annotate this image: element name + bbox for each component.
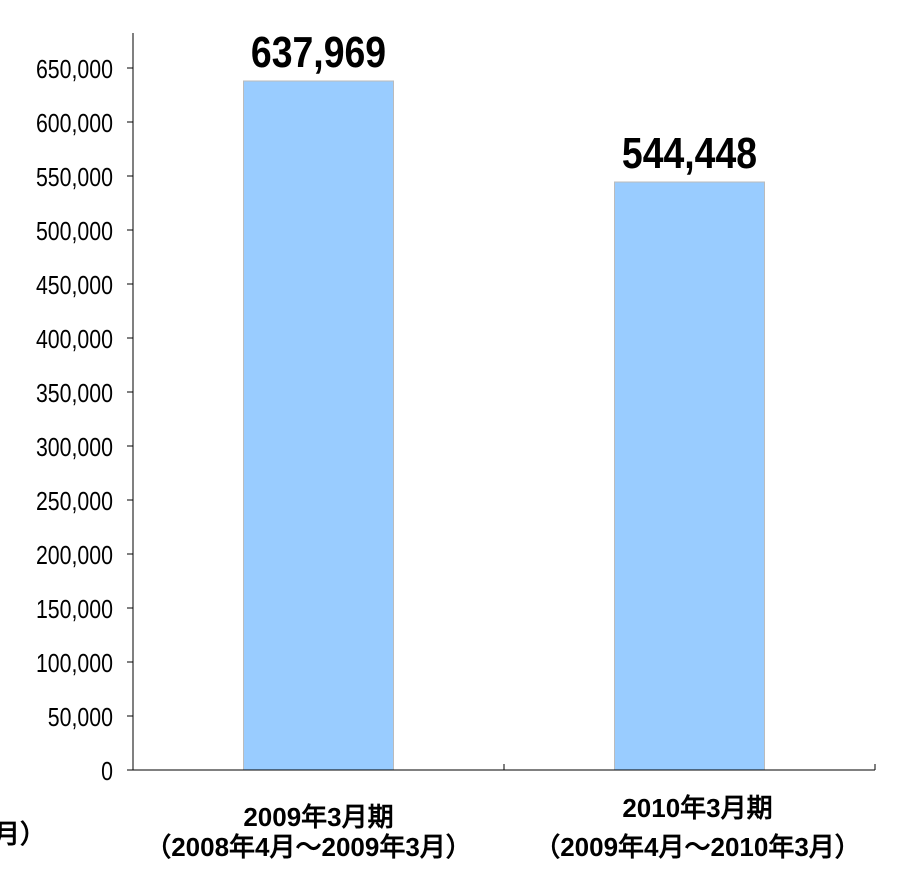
y-tick-label: 600,000 <box>36 109 113 139</box>
y-tick-label: 200,000 <box>36 541 113 571</box>
clipped-category-fragment: 月） <box>0 819 46 849</box>
bar-1 <box>243 80 394 771</box>
y-tick-label: 50,000 <box>48 703 113 733</box>
y-tick-label: 550,000 <box>36 163 113 193</box>
category-sublabel-2: （2009年4月～2010年3月） <box>534 832 861 862</box>
y-tick-label: 150,000 <box>36 595 113 625</box>
category-label-1: 2009年3月期 <box>243 802 393 832</box>
y-tick-label: 500,000 <box>36 217 113 247</box>
data-label-2: 544,448 <box>622 128 757 178</box>
y-tick-label: 0 <box>101 757 113 787</box>
y-tick-label: 400,000 <box>36 325 113 355</box>
data-label-1: 637,969 <box>251 27 386 77</box>
y-tick-label: 250,000 <box>36 487 113 517</box>
category-label-2: 2010年3月期 <box>622 793 772 823</box>
y-tick-label: 350,000 <box>36 379 113 409</box>
bar-2 <box>614 181 765 771</box>
category-sublabel-1: （2008年4月～2009年3月） <box>145 832 472 862</box>
y-tick-label: 100,000 <box>36 649 113 679</box>
y-tick-label: 650,000 <box>36 55 113 85</box>
y-tick-label: 300,000 <box>36 433 113 463</box>
y-tick-label: 450,000 <box>36 271 113 301</box>
